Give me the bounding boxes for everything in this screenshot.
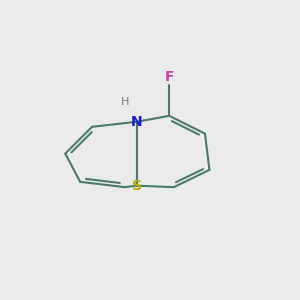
Text: S: S xyxy=(132,179,142,193)
Text: N: N xyxy=(131,115,142,129)
Text: F: F xyxy=(165,70,174,84)
Text: H: H xyxy=(121,98,129,107)
